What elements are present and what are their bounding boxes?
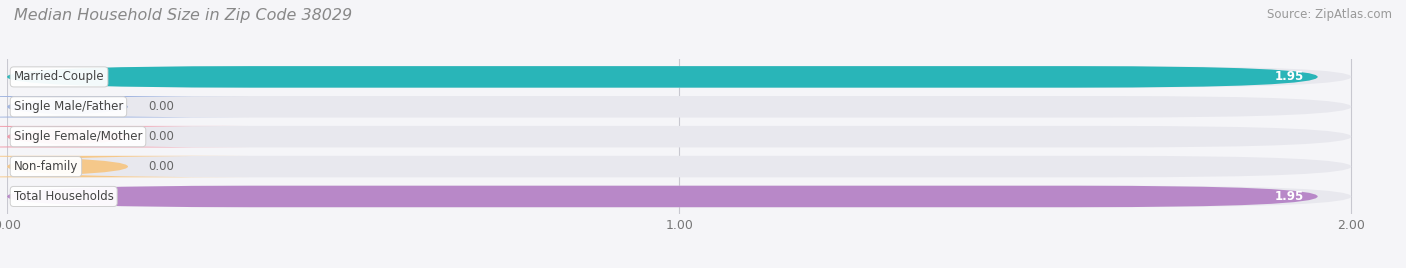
FancyBboxPatch shape (7, 96, 1351, 118)
FancyBboxPatch shape (7, 186, 1317, 207)
Text: Married-Couple: Married-Couple (14, 70, 104, 83)
FancyBboxPatch shape (0, 126, 249, 147)
Text: 0.00: 0.00 (148, 100, 174, 113)
FancyBboxPatch shape (0, 96, 249, 118)
Text: 1.95: 1.95 (1275, 70, 1305, 83)
FancyBboxPatch shape (7, 66, 1317, 88)
FancyBboxPatch shape (0, 156, 249, 177)
Text: 1.95: 1.95 (1275, 190, 1305, 203)
Text: 0.00: 0.00 (148, 130, 174, 143)
Text: Single Male/Father: Single Male/Father (14, 100, 124, 113)
Text: Single Female/Mother: Single Female/Mother (14, 130, 142, 143)
FancyBboxPatch shape (7, 186, 1351, 207)
Text: Non-family: Non-family (14, 160, 79, 173)
Text: Median Household Size in Zip Code 38029: Median Household Size in Zip Code 38029 (14, 8, 352, 23)
FancyBboxPatch shape (7, 126, 1351, 147)
Text: Source: ZipAtlas.com: Source: ZipAtlas.com (1267, 8, 1392, 21)
Text: Total Households: Total Households (14, 190, 114, 203)
FancyBboxPatch shape (7, 66, 1351, 88)
Text: 0.00: 0.00 (148, 160, 174, 173)
FancyBboxPatch shape (7, 156, 1351, 177)
